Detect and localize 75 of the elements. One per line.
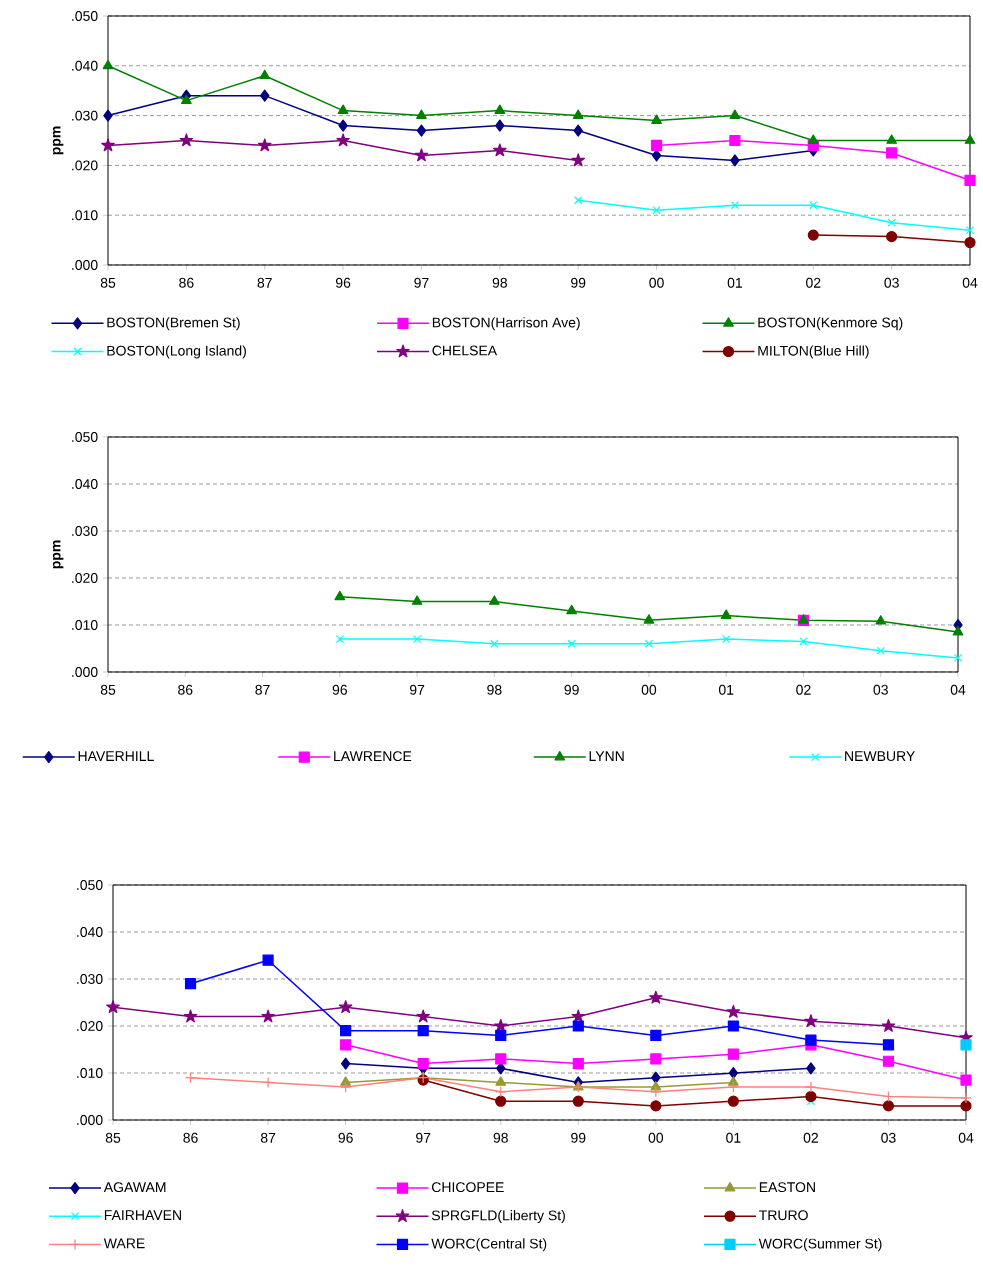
x-tick-label: 03 <box>884 277 899 288</box>
y-tick-label: .030 <box>77 974 103 984</box>
legend-label: AGAWAM <box>103 1182 166 1193</box>
x-tick-label: 03 <box>881 1132 896 1143</box>
x-tick-label: 98 <box>492 277 507 288</box>
y-tick-label: .050 <box>77 880 103 890</box>
x-tick-label: 03 <box>873 684 888 695</box>
x-tick-label: 00 <box>648 1132 664 1143</box>
x-tick-label: 01 <box>727 277 743 288</box>
legend-label: FAIRHAVEN <box>104 1210 181 1220</box>
x-tick-label: 04 <box>962 277 978 288</box>
y-tick-label: .020 <box>72 160 98 171</box>
y-axis-title: ppm <box>52 126 64 155</box>
y-tick-label: .000 <box>72 260 98 270</box>
legend-label: EASTON <box>759 1182 815 1193</box>
legend-label: WORC(Summer St) <box>758 1238 882 1252</box>
x-tick-label: 02 <box>806 277 821 288</box>
x-tick-label: 96 <box>338 1132 353 1143</box>
x-tick-label: 97 <box>409 684 425 695</box>
legend-label: HAVERHILL <box>78 751 154 761</box>
legend-label: MILTON(Blue Hill) <box>758 345 869 359</box>
y-tick-label: .040 <box>72 60 98 71</box>
x-tick-label: 85 <box>100 277 116 288</box>
x-tick-label: 98 <box>487 684 502 695</box>
legend-label: BOSTON(Harrison Ave) <box>432 317 580 331</box>
legend-label: BOSTON(Long Island) <box>107 345 246 359</box>
y-tick-label: .030 <box>72 526 98 536</box>
legend-label: LYNN <box>589 751 624 761</box>
legend-label: WORC(Central St) <box>431 1238 547 1252</box>
x-tick-label: 85 <box>100 684 116 695</box>
x-tick-label: 97 <box>416 1132 431 1143</box>
legend-label: WARE <box>103 1238 145 1249</box>
y-tick-label: .010 <box>72 620 98 630</box>
x-tick-label: 87 <box>255 684 270 695</box>
legend-label: BOSTON(Bremen St) <box>107 317 240 331</box>
x-tick-label: 86 <box>178 684 193 695</box>
y-tick-label: .040 <box>72 479 98 489</box>
x-tick-label: 86 <box>183 1132 198 1143</box>
x-tick-label: 99 <box>571 1132 586 1143</box>
y-tick-label: .050 <box>72 11 98 21</box>
y-tick-label: .000 <box>72 667 98 677</box>
y-tick-label: .050 <box>72 432 98 442</box>
y-tick-label: .020 <box>72 573 98 583</box>
x-tick-label: 04 <box>958 1132 974 1143</box>
x-tick-label: 00 <box>641 684 657 695</box>
x-tick-label: 00 <box>649 277 664 288</box>
x-tick-label: 87 <box>260 1132 276 1143</box>
legend-label: SPRGFLD(Liberty St) <box>431 1210 565 1224</box>
y-tick-label: .040 <box>77 927 103 937</box>
x-tick-label: 02 <box>803 1132 818 1143</box>
legend-label: CHELSEA <box>432 345 498 356</box>
y-axis-title: ppm <box>52 540 64 569</box>
x-tick-label: 96 <box>335 277 351 288</box>
x-tick-label: 85 <box>105 1132 121 1143</box>
legend-label: LAWRENCE <box>334 751 412 762</box>
legend-label: BOSTON(Kenmore Sq) <box>758 317 903 331</box>
x-tick-label: 86 <box>179 277 194 288</box>
x-tick-label: 99 <box>571 277 586 288</box>
legend-label: CHICOPEE <box>431 1182 504 1193</box>
x-tick-label: 87 <box>257 277 272 288</box>
y-tick-label: .000 <box>77 1115 103 1125</box>
y-tick-label: .020 <box>77 1021 103 1031</box>
x-tick-label: 96 <box>332 684 347 695</box>
x-tick-label: 97 <box>414 277 429 288</box>
x-tick-label: 01 <box>718 684 734 695</box>
x-tick-label: 04 <box>950 684 966 695</box>
y-tick-label: .010 <box>72 210 98 221</box>
y-tick-label: .010 <box>77 1068 103 1078</box>
legend-label: TRURO <box>759 1210 808 1221</box>
x-tick-label: 99 <box>564 684 579 695</box>
x-tick-label: 98 <box>493 1132 508 1143</box>
x-tick-label: 02 <box>796 684 811 695</box>
legend-label: NEWBURY <box>845 751 915 762</box>
y-tick-label: .030 <box>72 110 98 121</box>
x-tick-label: 01 <box>726 1132 741 1143</box>
